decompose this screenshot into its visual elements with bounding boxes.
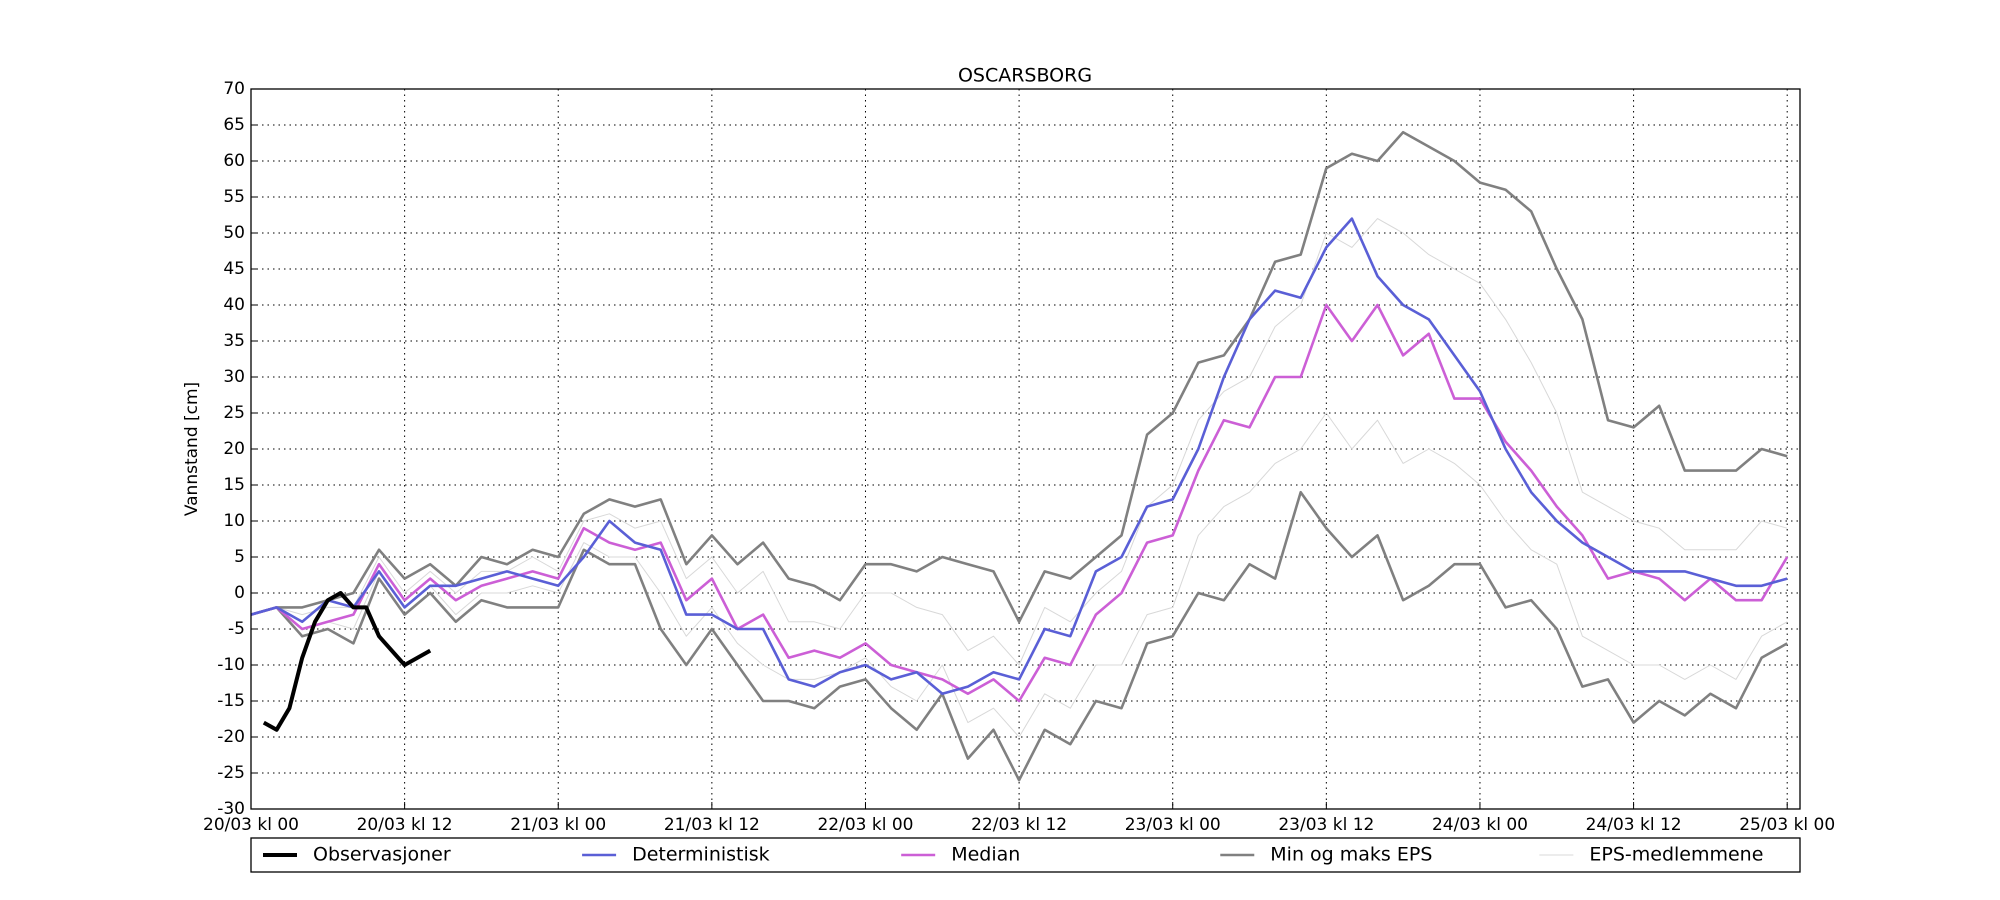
y-tick-label: 40 [223,295,245,315]
series-line [250,490,1788,782]
y-tick-label: -25 [217,763,245,783]
x-tick-label: 24/03 kl 12 [1586,815,1682,835]
y-tick-label: 30 [223,367,245,387]
legend-label: Deterministisk [632,844,770,866]
y-tick-label: 5 [234,547,245,567]
series-line [250,130,1788,624]
chart-title: OSCARSBORG [958,65,1092,87]
x-tick-label: 21/03 kl 12 [664,815,760,835]
y-tick-label: 10 [223,511,245,531]
x-tick-label: 25/03 kl 00 [1739,815,1835,835]
y-tick-label: 35 [223,331,245,351]
legend-label: Min og maks EPS [1270,844,1432,866]
y-tick-label: -30 [217,799,245,819]
plot-frame [250,88,1801,810]
series-line [250,303,1789,703]
y-tick-label: 55 [223,187,245,207]
x-tick-label: 20/03 kl 12 [357,815,453,835]
series-line [250,412,1788,738]
x-tick-label: 22/03 kl 12 [971,815,1067,835]
legend-label: Median [951,844,1020,866]
y-tick-label: 65 [223,115,245,135]
x-tick-label: 23/03 kl 12 [1278,815,1374,835]
x-tick-label: 22/03 kl 00 [817,815,913,835]
x-tick-label: 24/03 kl 00 [1432,815,1528,835]
y-tick-label: 70 [223,79,245,99]
y-tick-label: 20 [223,439,245,459]
y-tick-label: 0 [234,583,245,603]
series-line [262,591,432,732]
series-line [250,217,1788,696]
y-tick-label: 50 [223,223,245,243]
y-tick-label: 25 [223,403,245,423]
x-tick-label: 21/03 kl 00 [510,815,606,835]
x-tick-label: 23/03 kl 00 [1125,815,1221,835]
legend-label: Observasjoner [313,844,451,866]
y-tick-label: -20 [217,727,245,747]
y-tick-label: -5 [228,619,245,639]
legend-label: EPS-medlemmene [1589,844,1763,866]
y-tick-label: 60 [223,151,245,171]
y-tick-label: 45 [223,259,245,279]
x-tick-label: 20/03 kl 00 [203,815,299,835]
y-tick-label: 15 [223,475,245,495]
y-tick-label: -15 [217,691,245,711]
y-tick-label: -10 [217,655,245,675]
y-axis-label: Vannstand [cm] [182,382,202,516]
